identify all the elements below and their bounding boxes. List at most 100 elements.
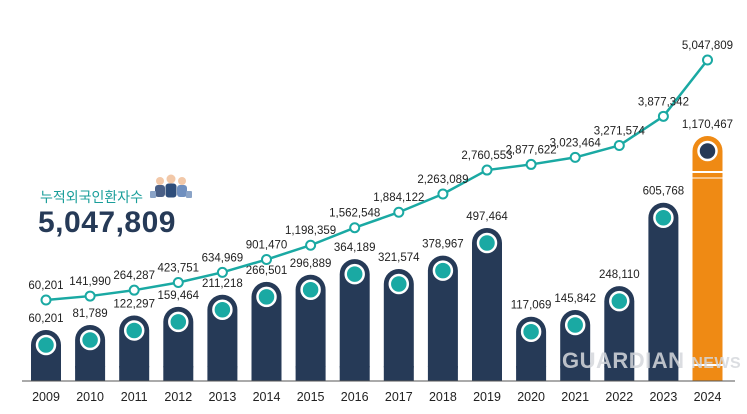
- bar: [604, 286, 635, 381]
- bar-marker: [388, 273, 410, 295]
- line-value-label: 634,969: [202, 252, 244, 264]
- bar-base: [251, 366, 282, 381]
- bar: [648, 202, 679, 381]
- bar: [339, 259, 370, 381]
- bar-base: [560, 366, 591, 381]
- bar-value-label: 248,110: [599, 269, 640, 281]
- line-point: [525, 158, 537, 170]
- bar-value-label: 364,189: [334, 242, 376, 254]
- bar-base: [472, 366, 502, 381]
- bar-value-label: 378,967: [422, 239, 464, 251]
- x-tick-labels: 2009 2010 2011 2012 2013 2014 2015 2016 2017 2018…: [32, 390, 721, 404]
- line-value-label: 1,198,359: [285, 225, 336, 237]
- line-value-label: 60,201: [28, 280, 63, 292]
- bar-marker: [35, 334, 57, 356]
- bar-marker: [344, 263, 365, 285]
- bar: [251, 281, 282, 381]
- bar-value-label: 497,464: [466, 211, 508, 223]
- line-point: [481, 164, 493, 176]
- bar-value-label: 122,297: [113, 299, 155, 311]
- bar: [427, 255, 458, 381]
- line-value-label: 3,877,342: [638, 96, 689, 108]
- x-tick-label: 2024: [694, 390, 722, 404]
- x-tick-label: 2016: [341, 390, 369, 404]
- line-point: [128, 284, 140, 296]
- bar-base: [427, 366, 458, 381]
- watermark-text: GUARDIAN: [562, 348, 685, 373]
- line-point: [261, 254, 272, 266]
- line-value-label: 3,023,464: [550, 137, 602, 149]
- bar-base: [383, 366, 414, 381]
- line-point: [657, 110, 669, 122]
- x-tick-label: 2019: [473, 390, 501, 404]
- bar-marker: [520, 321, 542, 342]
- line-point: [569, 151, 581, 163]
- bar-base: [295, 366, 326, 381]
- line-value-label: 141,990: [69, 276, 111, 288]
- line-point: [172, 277, 184, 289]
- line-point: [437, 188, 449, 200]
- bars-layer: 60,201 81,789 122,297159,464211,218266,501…: [28, 119, 733, 381]
- bar-marker: [123, 320, 145, 341]
- bar-marker: [609, 290, 630, 312]
- bar-value-label: 605,768: [643, 186, 685, 198]
- x-tick-label: 2023: [649, 390, 677, 404]
- bar-marker: [256, 286, 277, 308]
- bar-marker: [432, 260, 454, 281]
- bar-value-label: 266,501: [246, 265, 288, 277]
- callout-label: 누적외국인환자수: [40, 190, 144, 206]
- bar-value-label: 296,889: [290, 258, 332, 270]
- bar-marker: [212, 299, 233, 321]
- line-value-label: 2,263,089: [417, 174, 468, 186]
- line-point: [393, 206, 405, 218]
- bar-marker: [79, 329, 101, 351]
- x-tick-label: 2017: [385, 390, 413, 404]
- line-point: [305, 239, 317, 251]
- bar: [472, 228, 502, 381]
- bar-value-label: 159,464: [158, 290, 200, 302]
- bar-value-label: 145,842: [554, 293, 596, 305]
- x-tick-label: 2011: [121, 390, 148, 404]
- bar-marker: [653, 207, 674, 228]
- line-value-label: 2,760,553: [461, 150, 512, 162]
- bar-base: [604, 366, 635, 381]
- bar-base: [31, 366, 61, 381]
- x-tick-label: 2014: [253, 390, 281, 404]
- x-tick-label: 2020: [517, 390, 545, 404]
- line-value-label: 1,884,122: [373, 192, 424, 204]
- watermark: GUARDIAN NEWS: [562, 348, 741, 374]
- line-point: [84, 290, 96, 302]
- x-tick-label: 2009: [32, 390, 60, 404]
- callout-value: 5,047,809: [38, 206, 176, 239]
- line-value-label: 901,470: [246, 240, 288, 252]
- line-point: [349, 222, 361, 234]
- bar-value-label: 117,069: [511, 300, 552, 312]
- bar-marker: [697, 140, 718, 162]
- bar-value-label: 211,218: [202, 278, 243, 290]
- line-value-label: 264,287: [113, 270, 155, 282]
- bar: [383, 269, 414, 381]
- bar-value-label: 1,170,467: [682, 119, 733, 131]
- bar-base: [119, 366, 150, 381]
- line-value-label: 1,562,548: [329, 208, 380, 220]
- bar-marker: [168, 311, 189, 333]
- line-value-label: 423,751: [158, 263, 200, 275]
- line-layer: 60,201 141,990 264,287423,751634,969901,47…: [28, 40, 733, 306]
- bar-value-label: 81,789: [73, 308, 108, 320]
- bar-base: [339, 366, 370, 381]
- people-icon: [150, 174, 192, 198]
- x-tick-label: 2013: [208, 390, 236, 404]
- bar-base: [75, 366, 106, 381]
- bar-base: [516, 366, 547, 381]
- x-tick-label: 2021: [561, 390, 589, 404]
- bar-value-label: 321,574: [378, 252, 420, 264]
- bar-base: [692, 366, 723, 381]
- bar-marker: [564, 314, 586, 336]
- watermark-suffix: NEWS: [691, 355, 742, 372]
- bar-base: [207, 366, 238, 381]
- bar: [692, 136, 723, 381]
- bar-marker: [300, 279, 321, 301]
- bar-value-label: 60,201: [28, 313, 63, 325]
- line-point: [216, 266, 228, 278]
- line-value-label: 3,271,574: [594, 125, 646, 137]
